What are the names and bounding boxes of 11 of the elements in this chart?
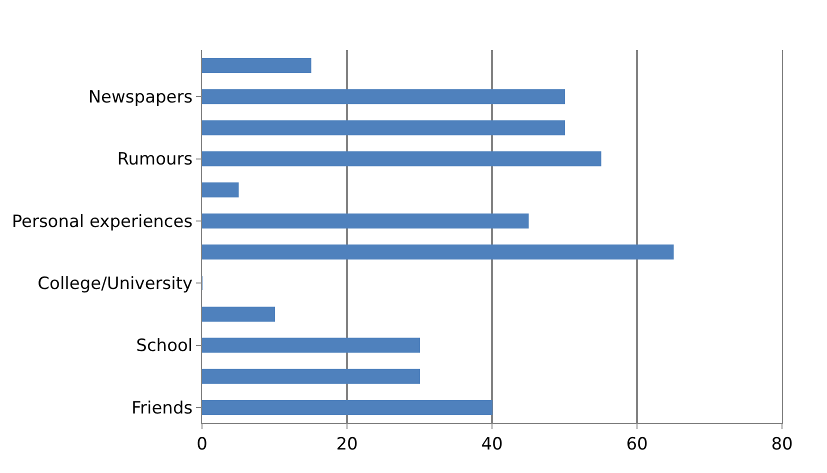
y-tick-label: Personal experiences	[12, 212, 193, 232]
y-tick-label: College/University	[38, 274, 193, 294]
x-tick-label: 40	[481, 434, 503, 454]
y-tick-label: Friends	[131, 398, 193, 418]
y-tick-label: School	[136, 336, 193, 356]
x-tick-label: 0	[196, 434, 208, 454]
x-tick-label: 80	[771, 434, 793, 454]
y-tick-label: Newspapers	[88, 88, 193, 108]
y-tick-label: Rumours	[117, 150, 193, 170]
x-tick-label: 60	[626, 434, 648, 454]
x-tick-label: 20	[336, 434, 358, 454]
